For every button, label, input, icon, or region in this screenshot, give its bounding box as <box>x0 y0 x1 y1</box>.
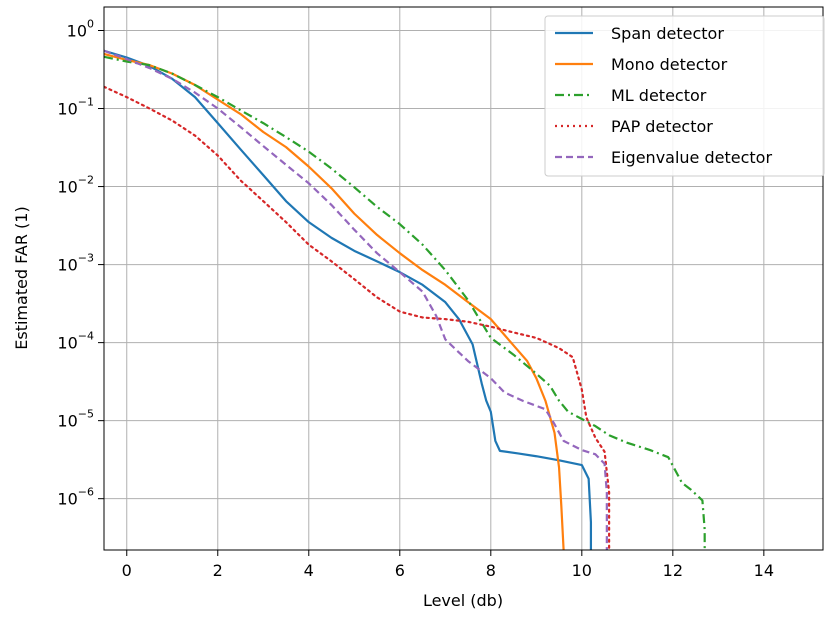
legend-label: Span detector <box>611 24 724 43</box>
x-tick-label: 0 <box>122 561 132 580</box>
legend: Span detector Mono detector ML detector PAP… <box>544 15 825 177</box>
x-axis-label: Level (db) <box>423 591 503 610</box>
y-tick-label: 10−3 <box>57 252 94 275</box>
legend-box <box>544 15 825 177</box>
legend-label: Mono detector <box>611 55 728 74</box>
legend-label: Eigenvalue detector <box>611 148 772 167</box>
legend-label: PAP detector <box>611 117 713 136</box>
series-line-3 <box>104 55 706 550</box>
y-axis: 10−6 10−5 10−4 10−3 10−2 10−1 100 <box>57 17 104 509</box>
x-tick-label: 2 <box>213 561 223 580</box>
series-layer <box>104 49 706 550</box>
y-tick-label: 10−2 <box>57 174 94 197</box>
series-line-5 <box>104 49 608 550</box>
x-axis: 0 2 4 6 8 10 12 14 <box>122 550 774 580</box>
legend-label: ML detector <box>611 86 707 105</box>
x-tick-label: 8 <box>486 561 496 580</box>
series-line-4 <box>104 85 611 550</box>
series-line-1 <box>104 49 593 550</box>
x-tick-label: 10 <box>572 561 592 580</box>
plot-frame <box>103 6 824 551</box>
y-tick-label: 10−6 <box>57 486 94 509</box>
x-tick-label: 4 <box>304 561 314 580</box>
y-axis-label: Estimated FAR (1) <box>12 206 31 349</box>
y-tick-label: 100 <box>67 17 94 40</box>
y-tick-label: 10−4 <box>57 330 94 353</box>
y-tick-label: 10−5 <box>57 408 94 431</box>
y-tick-label: 10−1 <box>57 96 94 119</box>
x-tick-label: 12 <box>663 561 683 580</box>
x-tick-label: 14 <box>754 561 774 580</box>
x-tick-label: 6 <box>395 561 405 580</box>
